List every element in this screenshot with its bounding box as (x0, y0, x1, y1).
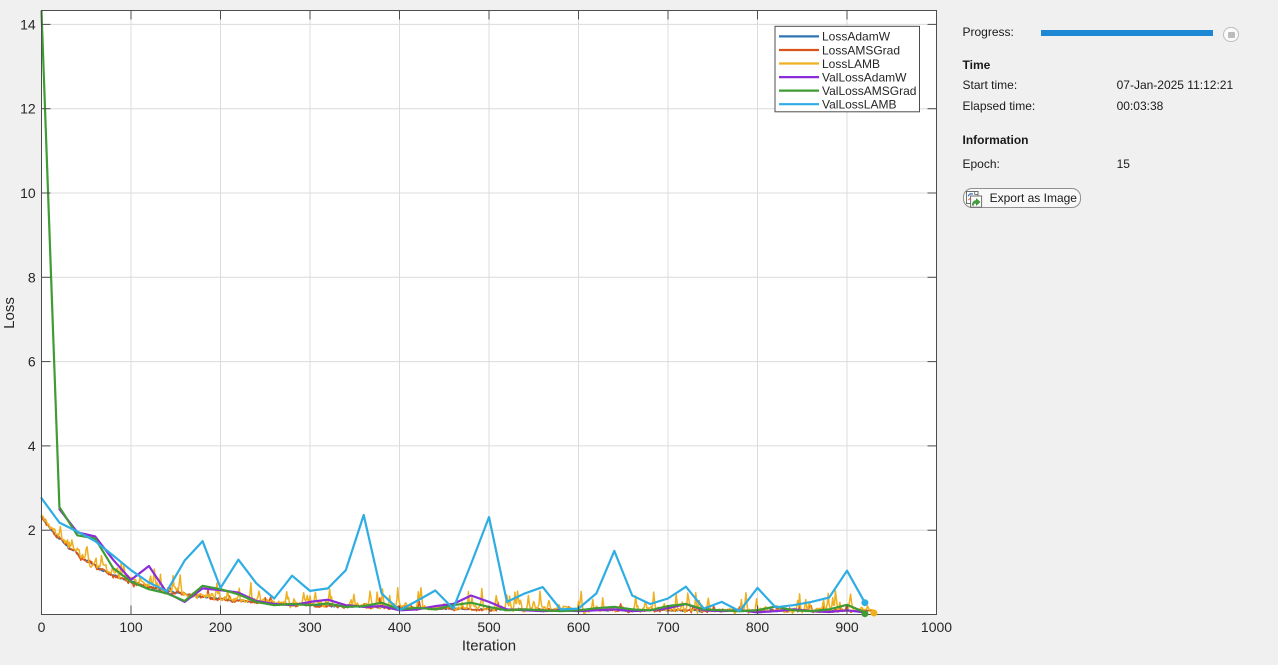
svg-text:200: 200 (209, 619, 233, 635)
svg-text:100: 100 (119, 619, 143, 635)
svg-text:600: 600 (567, 619, 591, 635)
svg-text:ValLossAMSGrad: ValLossAMSGrad (822, 84, 916, 98)
svg-text:900: 900 (835, 619, 859, 635)
svg-text:0: 0 (38, 619, 46, 635)
svg-text:400: 400 (388, 619, 412, 635)
svg-text:LossLAMB: LossLAMB (822, 57, 880, 71)
svg-text:ValLossLAMB: ValLossLAMB (822, 98, 896, 112)
svg-text:14: 14 (20, 16, 36, 32)
svg-text:300: 300 (298, 619, 322, 635)
svg-text:8: 8 (28, 269, 36, 285)
svg-text:LossAdamW: LossAdamW (822, 30, 891, 44)
svg-text:LossAMSGrad: LossAMSGrad (822, 43, 900, 57)
svg-text:Iteration: Iteration (462, 638, 516, 655)
svg-text:700: 700 (656, 619, 680, 635)
svg-text:800: 800 (746, 619, 770, 635)
svg-text:12: 12 (20, 101, 36, 117)
svg-text:2: 2 (28, 522, 36, 538)
svg-text:Loss: Loss (1, 297, 18, 329)
svg-text:500: 500 (477, 619, 501, 635)
svg-text:1000: 1000 (921, 619, 952, 635)
svg-text:4: 4 (28, 438, 36, 454)
svg-text:ValLossAdamW: ValLossAdamW (822, 70, 907, 84)
svg-text:6: 6 (28, 354, 36, 370)
svg-text:10: 10 (20, 185, 36, 201)
